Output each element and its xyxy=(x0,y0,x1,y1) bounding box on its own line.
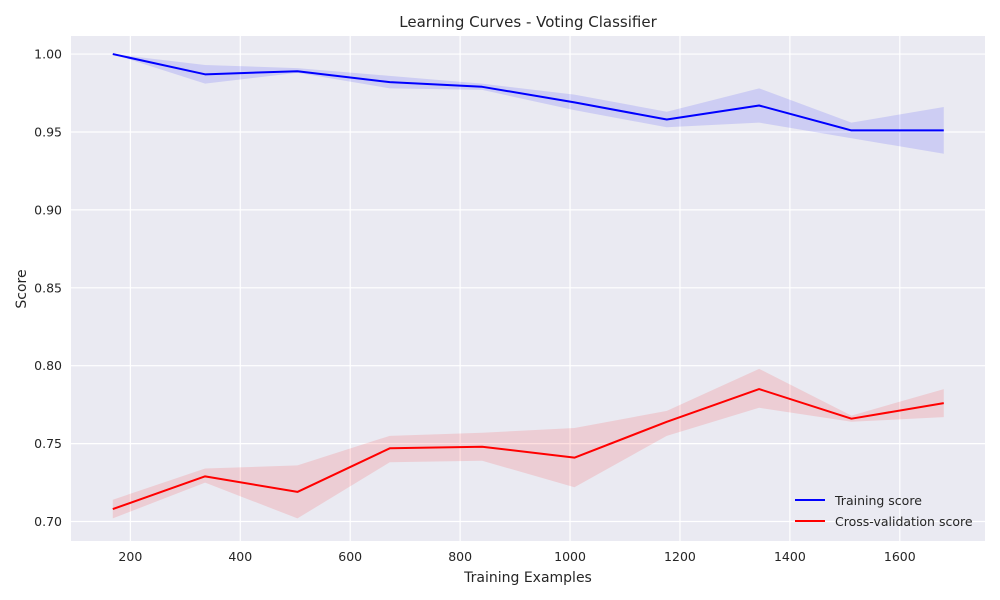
series-lines xyxy=(112,53,945,511)
y-tick-label: 0.70 xyxy=(34,514,62,529)
point-cross-validation xyxy=(481,446,483,448)
point-cross-validation xyxy=(296,491,298,493)
line-cross-validation xyxy=(112,388,944,511)
point-cross-validation xyxy=(112,508,114,510)
point-training xyxy=(758,104,760,106)
y-tick-label: 1.00 xyxy=(34,47,62,62)
x-tick-label: 1600 xyxy=(884,549,916,564)
x-axis-label: Training Examples xyxy=(463,570,592,586)
x-tick-label: 1200 xyxy=(664,549,696,564)
y-axis-label: Score xyxy=(14,269,30,308)
y-tick-label: 0.80 xyxy=(34,358,62,373)
point-training xyxy=(112,53,114,55)
point-training xyxy=(943,129,945,131)
point-cross-validation xyxy=(943,402,945,404)
y-tick-label: 0.85 xyxy=(34,280,62,295)
point-cross-validation xyxy=(666,421,668,423)
point-training xyxy=(666,118,668,120)
point-training xyxy=(573,101,575,103)
y-tick-label: 0.95 xyxy=(34,124,62,139)
point-training xyxy=(481,86,483,88)
chart-title: Learning Curves - Voting Classifier xyxy=(399,13,657,31)
x-tick-label: 800 xyxy=(448,549,472,564)
x-tick-label: 400 xyxy=(228,549,252,564)
legend: Training score Cross-validation score xyxy=(795,493,973,529)
y-tick-label: 0.90 xyxy=(34,202,62,217)
x-tick-label: 1000 xyxy=(554,549,586,564)
band-training xyxy=(112,54,944,154)
x-tick-label: 200 xyxy=(118,549,142,564)
plot-area xyxy=(71,36,985,541)
legend-label-cross-validation: Cross-validation score xyxy=(835,514,973,529)
grid xyxy=(71,36,985,541)
x-tick-label: 600 xyxy=(338,549,362,564)
tick-labels: 200 400 600 800 1000 1200 1400 1600 0.70 0.75 0.80… xyxy=(34,47,916,564)
point-training xyxy=(296,70,298,72)
point-training xyxy=(850,129,852,131)
legend-label-training: Training score xyxy=(834,493,922,508)
point-cross-validation xyxy=(389,447,391,449)
point-cross-validation xyxy=(758,388,760,390)
line-training xyxy=(112,53,944,132)
point-cross-validation xyxy=(850,417,852,419)
point-cross-validation xyxy=(204,475,206,477)
point-training xyxy=(389,81,391,83)
y-tick-label: 0.75 xyxy=(34,436,62,451)
point-cross-validation xyxy=(573,456,575,458)
x-tick-label: 1400 xyxy=(774,549,806,564)
point-training xyxy=(204,73,206,75)
